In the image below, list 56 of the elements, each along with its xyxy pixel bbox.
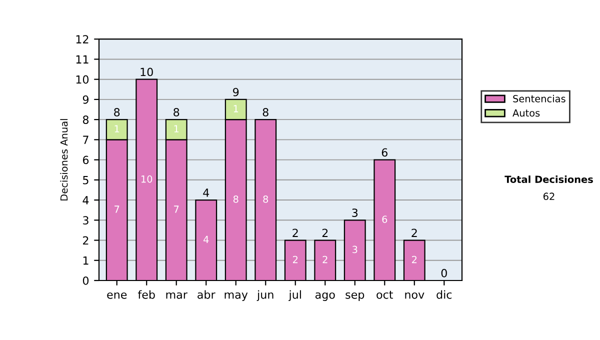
legend-label: Sentencias [513,94,566,102]
data-label: 1 [174,125,179,132]
y-tick-label: 11 [76,55,88,64]
y-tick-label: 8 [82,116,89,124]
y-tick-label: 9 [82,95,88,104]
x-tick-label: jun [256,290,274,301]
data-label: 1 [114,125,120,132]
y-tick-label: 6 [82,156,89,164]
data-label: 1 [234,105,238,112]
x-tick-label: mar [166,292,188,299]
total-label: 2 [322,228,328,237]
y-tick-label: 0 [82,276,89,285]
data-label: 2 [322,256,328,264]
total-label: 0 [441,268,447,278]
y-tick-label: 2 [83,236,88,244]
data-label: 2 [292,256,298,264]
y-tick-label: 1 [83,256,88,265]
x-tick-label: jul [288,290,301,301]
data-label: 6 [382,216,388,223]
x-tick-label: dic [436,290,452,299]
total-label: 9 [233,88,239,96]
data-label: 8 [263,196,268,203]
data-label: 7 [174,206,179,213]
x-tick-label: oct [376,290,394,299]
y-tick-label: 7 [83,136,88,144]
data-label: 3 [352,246,358,254]
total-label: 8 [262,108,268,116]
data-label: 8 [233,196,238,203]
x-tick-label: abr [198,290,216,299]
total-label: 3 [352,208,358,217]
text: Total Decisiones [504,175,593,184]
total-label: 10 [140,68,153,76]
total-label: 8 [114,108,120,116]
data-label: 7 [114,206,120,213]
y-tick-label: 4 [82,196,89,204]
x-tick-label: ago [315,292,335,301]
total-label: 4 [203,188,210,197]
total-label: 8 [174,108,180,116]
text: 62 [543,192,554,200]
x-tick-label: feb [138,290,155,299]
x-tick-label: nov [405,292,424,299]
y-tick-label: 3 [83,216,88,225]
x-tick-label: ene [107,292,127,299]
total-label: 6 [382,148,388,157]
total-label: 2 [292,228,298,237]
x-tick-label: sep [346,292,364,301]
y-axis-title: Decisiones Anual [60,119,68,200]
data-label: 2 [412,256,417,264]
total-label: 2 [412,228,417,237]
legend-label: Autos [512,109,540,117]
y-tick-label: 12 [76,35,88,44]
x-tick-label: may [224,292,248,301]
y-tick-label: 5 [83,176,88,184]
data-label: 10 [141,175,152,183]
y-tick-label: 10 [76,75,89,84]
data-label: 4 [203,236,209,243]
